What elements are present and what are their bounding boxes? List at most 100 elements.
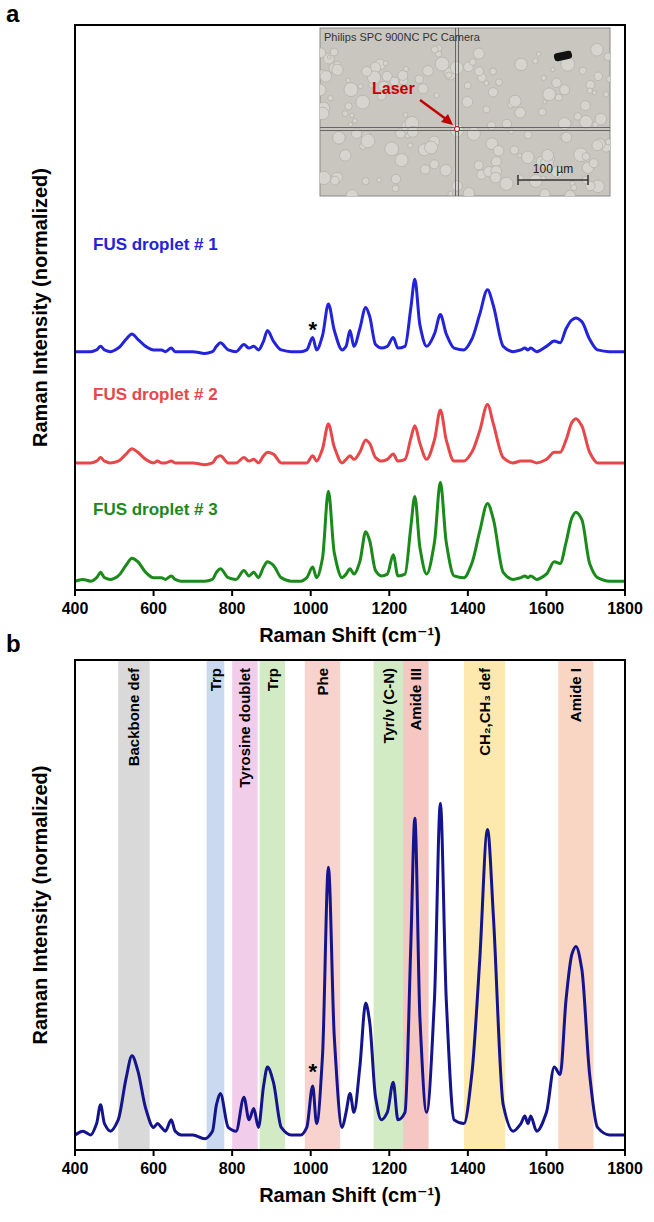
droplet: [403, 112, 408, 117]
droplet: [418, 84, 428, 94]
droplet: [344, 83, 358, 97]
droplet: [561, 132, 571, 142]
droplet: [320, 84, 326, 96]
x-tick: [388, 590, 390, 596]
x-tick-label: 1000: [293, 600, 329, 617]
droplet: [484, 81, 489, 86]
droplet: [515, 58, 527, 70]
droplet: [591, 44, 603, 56]
droplet: [452, 181, 463, 192]
scale-bar: [518, 179, 588, 181]
series-label: FUS droplet # 1: [93, 235, 218, 254]
droplet: [327, 55, 331, 59]
x-tick: [624, 1150, 626, 1156]
droplet: [464, 82, 471, 89]
droplet: [440, 164, 452, 176]
droplet: [430, 160, 439, 169]
droplet: [488, 88, 497, 97]
droplet: [532, 58, 538, 64]
x-axis-title: Raman Shift (cm⁻¹): [259, 1184, 441, 1206]
droplet: [571, 185, 577, 191]
droplet: [582, 153, 590, 161]
panel-letter: b: [6, 630, 21, 657]
droplet: [510, 146, 518, 154]
x-tick: [467, 590, 469, 596]
droplet: [420, 165, 429, 174]
x-tick: [467, 1150, 469, 1156]
droplet: [463, 188, 474, 196]
laser-arrowhead: [441, 114, 453, 125]
droplet: [332, 64, 343, 75]
dark-particle: [553, 50, 572, 62]
x-tick-label: 1400: [450, 1160, 486, 1177]
band: [207, 660, 225, 1150]
band: [118, 660, 149, 1150]
droplet: [493, 145, 504, 156]
x-tick-label: 800: [219, 600, 246, 617]
bands: [118, 660, 593, 1150]
scale-bar: [517, 175, 519, 185]
band-label: Amide III: [407, 668, 424, 731]
band-label: Tyrosine doublet: [236, 668, 253, 788]
droplet: [342, 111, 348, 117]
laser-label: Laser: [372, 80, 415, 97]
droplet: [403, 67, 408, 72]
crosshair: [455, 28, 456, 196]
x-tick-label: 1200: [371, 600, 407, 617]
droplet: [395, 154, 408, 167]
x-tick-label: 400: [62, 1160, 89, 1177]
crosshair: [320, 127, 610, 128]
y-axis-title: Raman Intensity (normalized): [29, 168, 51, 447]
band-label: Backbone def: [125, 667, 142, 766]
x-tick-label: 1800: [607, 1160, 643, 1177]
droplet: [543, 100, 547, 104]
droplets: [320, 44, 610, 196]
droplet: [555, 94, 562, 101]
droplet: [345, 103, 352, 110]
droplet: [331, 176, 340, 185]
droplet: [500, 177, 513, 190]
y-axis-title: Raman Intensity (normalized): [29, 766, 51, 1045]
plot-frame: [75, 660, 625, 1150]
droplet: [473, 48, 484, 59]
droplet: [450, 61, 463, 74]
x-tick-label: 1200: [371, 1160, 407, 1177]
droplet: [603, 92, 609, 98]
droplet: [358, 84, 363, 89]
inset-background: [320, 28, 610, 196]
droplet: [594, 72, 603, 81]
x-tick-label: 1400: [450, 600, 486, 617]
spectrum: [75, 803, 625, 1138]
droplet: [328, 95, 334, 101]
droplet: [348, 122, 353, 127]
droplet: [346, 190, 358, 196]
droplet: [362, 66, 372, 76]
x-tick-label: 600: [140, 1160, 167, 1177]
droplet: [320, 171, 331, 184]
x-tick: [624, 590, 626, 596]
lines: [75, 279, 625, 581]
droplet: [474, 161, 483, 170]
x-tick-label: 1800: [607, 600, 643, 617]
droplet: [508, 129, 513, 134]
droplet: [541, 75, 546, 80]
droplet: [391, 174, 400, 183]
droplet: [385, 142, 399, 156]
droplet: [462, 97, 473, 108]
droplet: [377, 178, 382, 183]
camera-label: Philips SPC 900NC PC Camera: [324, 31, 481, 43]
x-tick: [231, 1150, 233, 1156]
plot-frame: [75, 25, 625, 590]
droplet: [580, 101, 590, 111]
x-tick-label: 1600: [529, 1160, 565, 1177]
crosshair: [458, 28, 459, 196]
droplet: [552, 78, 562, 88]
panel-letter: a: [6, 0, 20, 27]
figure: 400 600 800 1000 1200 1400 1600 1800 Raman Shift…: [0, 0, 654, 1222]
droplet: [551, 68, 555, 72]
droplet: [490, 172, 501, 183]
series-label: FUS droplet # 2: [93, 385, 218, 404]
droplet: [490, 68, 497, 75]
band-label: CH₂,CH₃ def: [476, 667, 493, 756]
band: [232, 660, 258, 1150]
